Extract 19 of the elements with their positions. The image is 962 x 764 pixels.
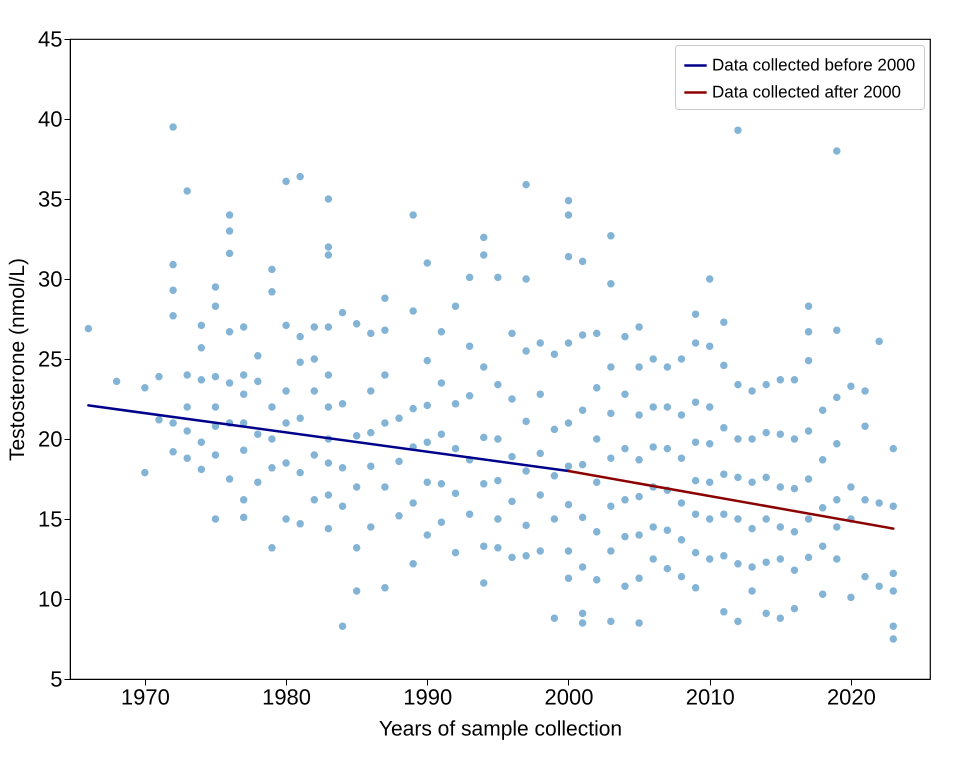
x-tick-label: 2010 bbox=[686, 684, 735, 710]
y-axis-title: Testosterone (nmol/L) bbox=[6, 258, 30, 462]
x-tick-label: 1970 bbox=[120, 684, 170, 710]
y-tick-label: 25 bbox=[38, 346, 62, 372]
x-tick-label: 1990 bbox=[403, 684, 452, 710]
legend-label: Data collected after 2000 bbox=[712, 82, 902, 102]
legend-label: Data collected before 2000 bbox=[712, 56, 916, 74]
y-tick-label: 30 bbox=[38, 266, 62, 292]
y-tick-label: 40 bbox=[38, 106, 62, 132]
x-tick-label: 1980 bbox=[262, 684, 312, 710]
y-tick-label: 35 bbox=[38, 186, 62, 212]
x-axis-title: Years of sample collection bbox=[378, 718, 622, 740]
x-tick-label: 2000 bbox=[544, 684, 594, 710]
x-tick-label: 2020 bbox=[826, 684, 876, 710]
y-tick-label: 45 bbox=[38, 26, 62, 52]
y-tick-label: 15 bbox=[38, 506, 62, 532]
y-tick-label: 20 bbox=[38, 426, 62, 452]
y-tick-label: 5 bbox=[50, 666, 62, 692]
y-tick-label: 10 bbox=[38, 586, 62, 612]
